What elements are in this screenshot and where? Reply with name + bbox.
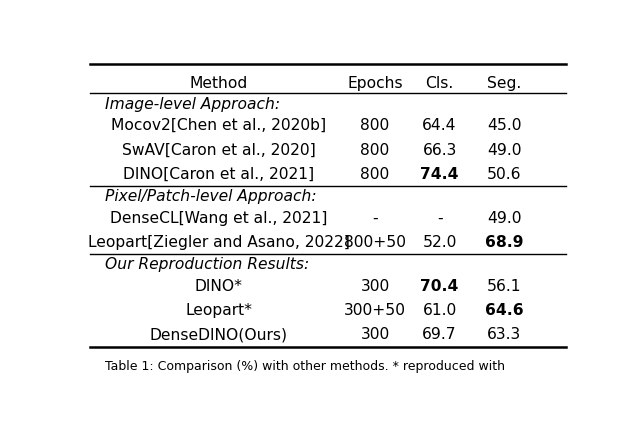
Text: Pixel/Patch-level Approach:: Pixel/Patch-level Approach:: [105, 189, 316, 204]
Text: 68.9: 68.9: [485, 235, 524, 250]
Text: 300: 300: [360, 279, 390, 294]
Text: 800: 800: [360, 118, 390, 133]
Text: Our Reproduction Results:: Our Reproduction Results:: [105, 257, 309, 272]
Text: Table 1: Comparison (%) with other methods. * reproduced with: Table 1: Comparison (%) with other metho…: [105, 360, 505, 373]
Text: -: -: [372, 211, 378, 226]
Text: Leopart[Ziegler and Asano, 2022]: Leopart[Ziegler and Asano, 2022]: [88, 235, 350, 250]
Text: 63.3: 63.3: [487, 327, 521, 343]
Text: 800+50: 800+50: [344, 235, 406, 250]
Text: 49.0: 49.0: [487, 211, 522, 226]
Text: -: -: [436, 211, 442, 226]
Text: 800: 800: [360, 143, 390, 157]
Text: 64.4: 64.4: [422, 118, 457, 133]
Text: 45.0: 45.0: [487, 118, 522, 133]
Text: DenseCL[Wang et al., 2021]: DenseCL[Wang et al., 2021]: [110, 211, 328, 226]
Text: 52.0: 52.0: [422, 235, 457, 250]
Text: 300+50: 300+50: [344, 303, 406, 318]
Text: Image-level Approach:: Image-level Approach:: [105, 97, 280, 112]
Text: 66.3: 66.3: [422, 143, 457, 157]
Text: 64.6: 64.6: [484, 303, 524, 318]
Text: 800: 800: [360, 167, 390, 182]
Text: Method: Method: [189, 76, 248, 91]
Text: DenseDINO(Ours): DenseDINO(Ours): [150, 327, 288, 343]
Text: 74.4: 74.4: [420, 167, 459, 182]
Text: 70.4: 70.4: [420, 279, 459, 294]
Text: Mocov2[Chen et al., 2020b]: Mocov2[Chen et al., 2020b]: [111, 118, 326, 133]
Text: SwAV[Caron et al., 2020]: SwAV[Caron et al., 2020]: [122, 143, 316, 157]
Text: Leopart*: Leopart*: [186, 303, 252, 318]
Text: 69.7: 69.7: [422, 327, 457, 343]
Text: 49.0: 49.0: [487, 143, 522, 157]
Text: 50.6: 50.6: [487, 167, 522, 182]
Text: Seg.: Seg.: [487, 76, 521, 91]
Text: Cls.: Cls.: [426, 76, 454, 91]
Text: DINO*: DINO*: [195, 279, 243, 294]
Text: 300: 300: [360, 327, 390, 343]
Text: Epochs: Epochs: [348, 76, 403, 91]
Text: 61.0: 61.0: [422, 303, 457, 318]
Text: DINO[Caron et al., 2021]: DINO[Caron et al., 2021]: [124, 167, 314, 182]
Text: 56.1: 56.1: [487, 279, 522, 294]
